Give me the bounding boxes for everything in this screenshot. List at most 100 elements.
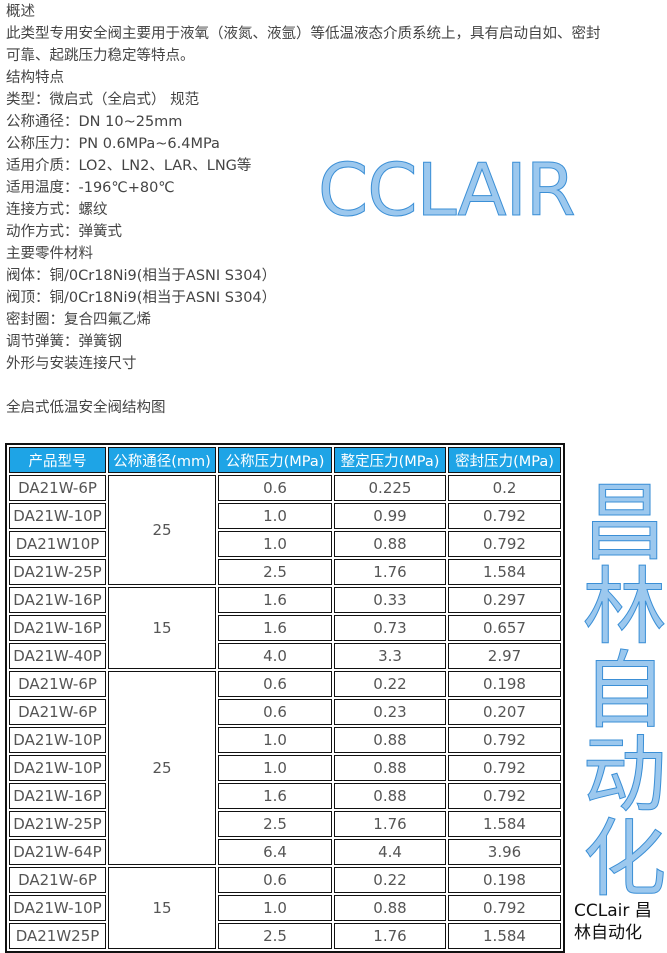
table-row: DA21W-6P 0.6 0.23 0.207 — [9, 699, 561, 725]
set-pressure-cell: 1.76 — [334, 559, 446, 585]
set-pressure-cell: 0.88 — [334, 531, 446, 557]
nominal-pressure-cell: 1.6 — [218, 587, 332, 613]
table-row: DA21W-16P 1.6 0.88 0.792 — [9, 783, 561, 809]
seal-pressure-cell: 2.97 — [448, 643, 561, 669]
model-cell: DA21W-6P — [9, 475, 106, 501]
model-cell: DA21W-40P — [9, 643, 106, 669]
nominal-pressure-cell: 1.0 — [218, 727, 332, 753]
model-cell: DA21W-64P — [9, 839, 106, 865]
nominal-pressure-cell: 2.5 — [218, 811, 332, 837]
table-row: DA21W-64P 6.4 4.4 3.96 — [9, 839, 561, 865]
nominal-pressure-cell: 1.0 — [218, 755, 332, 781]
table-row: DA21W-10P 1.0 0.99 0.792 — [9, 503, 561, 529]
nominal-pressure-cell: 0.6 — [218, 699, 332, 725]
column-header: 密封压力(MPa) — [448, 447, 561, 473]
model-cell: DA21W-10P — [9, 755, 106, 781]
nominal-pressure-cell: 2.5 — [218, 559, 332, 585]
nominal-pressure-cell: 1.0 — [218, 531, 332, 557]
description-line: 阀体：铜/0Cr18Ni9(相当于ASNI S304） — [6, 268, 277, 284]
seal-pressure-cell: 0.792 — [448, 531, 561, 557]
seal-pressure-cell: 0.792 — [448, 783, 561, 809]
seal-pressure-cell: 0.657 — [448, 615, 561, 641]
section-heading: 概述 — [6, 4, 35, 20]
model-cell: DA21W-10P — [9, 503, 106, 529]
set-pressure-cell: 0.23 — [334, 699, 446, 725]
table-header-row: 产品型号 公称通径(mm) 公称压力(MPa) 整定压力(MPa) 密封压力(MPa) — [9, 447, 561, 473]
model-cell: DA21W-16P — [9, 587, 106, 613]
description-line: 调节弹簧：弹簧钢 — [6, 334, 122, 350]
description-line: 连接方式：螺纹 — [6, 202, 108, 218]
table-row: DA21W25P 2.5 1.76 1.584 — [9, 923, 561, 949]
table-row: DA21W-10P 1.0 0.88 0.792 — [9, 895, 561, 921]
column-header: 整定压力(MPa) — [334, 447, 446, 473]
seal-pressure-cell: 0.198 — [448, 671, 561, 697]
figure-caption: 全启式低温安全阀结构图 — [6, 400, 166, 416]
description-line: 公称通径：DN 10~25mm — [6, 114, 183, 130]
description-line: 此类型专用安全阀主要用于液氧（液氮、液氩）等低温液态介质系统上，具有启动自如、密… — [6, 26, 601, 42]
description-line: 适用温度：-196℃+80℃ — [6, 180, 175, 196]
seal-pressure-cell: 0.792 — [448, 727, 561, 753]
spacer — [6, 375, 601, 397]
set-pressure-cell: 4.4 — [334, 839, 446, 865]
set-pressure-cell: 0.88 — [334, 783, 446, 809]
table-row: DA21W-16P 15 1.6 0.33 0.297 — [9, 587, 561, 669]
column-header: 公称通径(mm) — [108, 447, 216, 473]
table-row: DA21W-10P 1.0 0.88 0.792 — [9, 755, 561, 781]
seal-pressure-cell: 0.792 — [448, 503, 561, 529]
nominal-pressure-cell: 1.6 — [218, 783, 332, 809]
nominal-pressure-cell: 6.4 — [218, 839, 332, 865]
model-cell: DA21W25P — [9, 923, 106, 949]
table-row: DA21W-6P 25 0.6 0.22 0.198 — [9, 671, 561, 865]
set-pressure-cell: 3.3 — [334, 643, 446, 669]
nominal-diameter-cell: 25 — [108, 475, 216, 585]
table-row: DA21W-6P 25 0.6 0.225 0.2 — [9, 475, 561, 585]
model-cell: DA21W-6P — [9, 867, 106, 893]
description-line: 适用介质：LO2、LN2、LAR、LNG等 — [6, 158, 252, 174]
set-pressure-cell: 0.33 — [334, 587, 446, 613]
set-pressure-cell: 0.73 — [334, 615, 446, 641]
set-pressure-cell: 0.22 — [334, 867, 446, 893]
set-pressure-cell: 0.225 — [334, 475, 446, 501]
spec-table: 产品型号 公称通径(mm) 公称压力(MPa) 整定压力(MPa) 密封压力(MPa) … — [5, 443, 565, 953]
description-line: 阀顶：铜/0Cr18Ni9(相当于ASNI S304） — [6, 290, 277, 306]
seal-pressure-cell: 1.584 — [448, 923, 561, 949]
seal-pressure-cell: 1.584 — [448, 559, 561, 585]
set-pressure-cell: 0.88 — [334, 755, 446, 781]
description-line: 可靠、起跳压力稳定等特点。 — [6, 48, 195, 64]
nominal-pressure-cell: 0.6 — [218, 867, 332, 893]
section-heading: 结构特点 — [6, 70, 64, 86]
nominal-pressure-cell: 1.6 — [218, 615, 332, 641]
nominal-pressure-cell: 1.0 — [218, 503, 332, 529]
nominal-pressure-cell: 0.6 — [218, 671, 332, 697]
seal-pressure-cell: 0.792 — [448, 895, 561, 921]
description-line: 密封圈：复合四氟乙烯 — [6, 312, 151, 328]
table-row: DA21W-25P 2.5 1.76 1.584 — [9, 811, 561, 837]
set-pressure-cell: 0.88 — [334, 727, 446, 753]
set-pressure-cell: 1.76 — [334, 811, 446, 837]
model-cell: DA21W-16P — [9, 783, 106, 809]
watermark-corner: CCLair 昌林自动化 — [574, 901, 652, 943]
set-pressure-cell: 1.76 — [334, 923, 446, 949]
model-cell: DA21W-6P — [9, 699, 106, 725]
description-line: 动作方式：弹簧式 — [6, 224, 122, 240]
seal-pressure-cell: 0.2 — [448, 475, 561, 501]
set-pressure-cell: 0.99 — [334, 503, 446, 529]
column-header: 产品型号 — [9, 447, 106, 473]
nominal-pressure-cell: 0.6 — [218, 475, 332, 501]
column-header: 公称压力(MPa) — [218, 447, 332, 473]
seal-pressure-cell: 0.792 — [448, 755, 561, 781]
seal-pressure-cell: 1.584 — [448, 811, 561, 837]
table-row: DA21W-10P 1.0 0.88 0.792 — [9, 727, 561, 753]
table-row: DA21W-16P 1.6 0.73 0.657 — [9, 615, 561, 641]
nominal-pressure-cell: 4.0 — [218, 643, 332, 669]
model-cell: DA21W10P — [9, 531, 106, 557]
description-line: 公称压力：PN 0.6MPa~6.4MPa — [6, 136, 220, 152]
watermark-chinese: 昌林自动化 — [569, 478, 667, 899]
table-row: DA21W-6P 15 0.6 0.22 0.198 — [9, 867, 561, 949]
set-pressure-cell: 0.22 — [334, 671, 446, 697]
model-cell: DA21W-10P — [9, 895, 106, 921]
model-cell: DA21W-25P — [9, 811, 106, 837]
seal-pressure-cell: 0.297 — [448, 587, 561, 613]
seal-pressure-cell: 3.96 — [448, 839, 561, 865]
nominal-diameter-cell: 15 — [108, 587, 216, 669]
